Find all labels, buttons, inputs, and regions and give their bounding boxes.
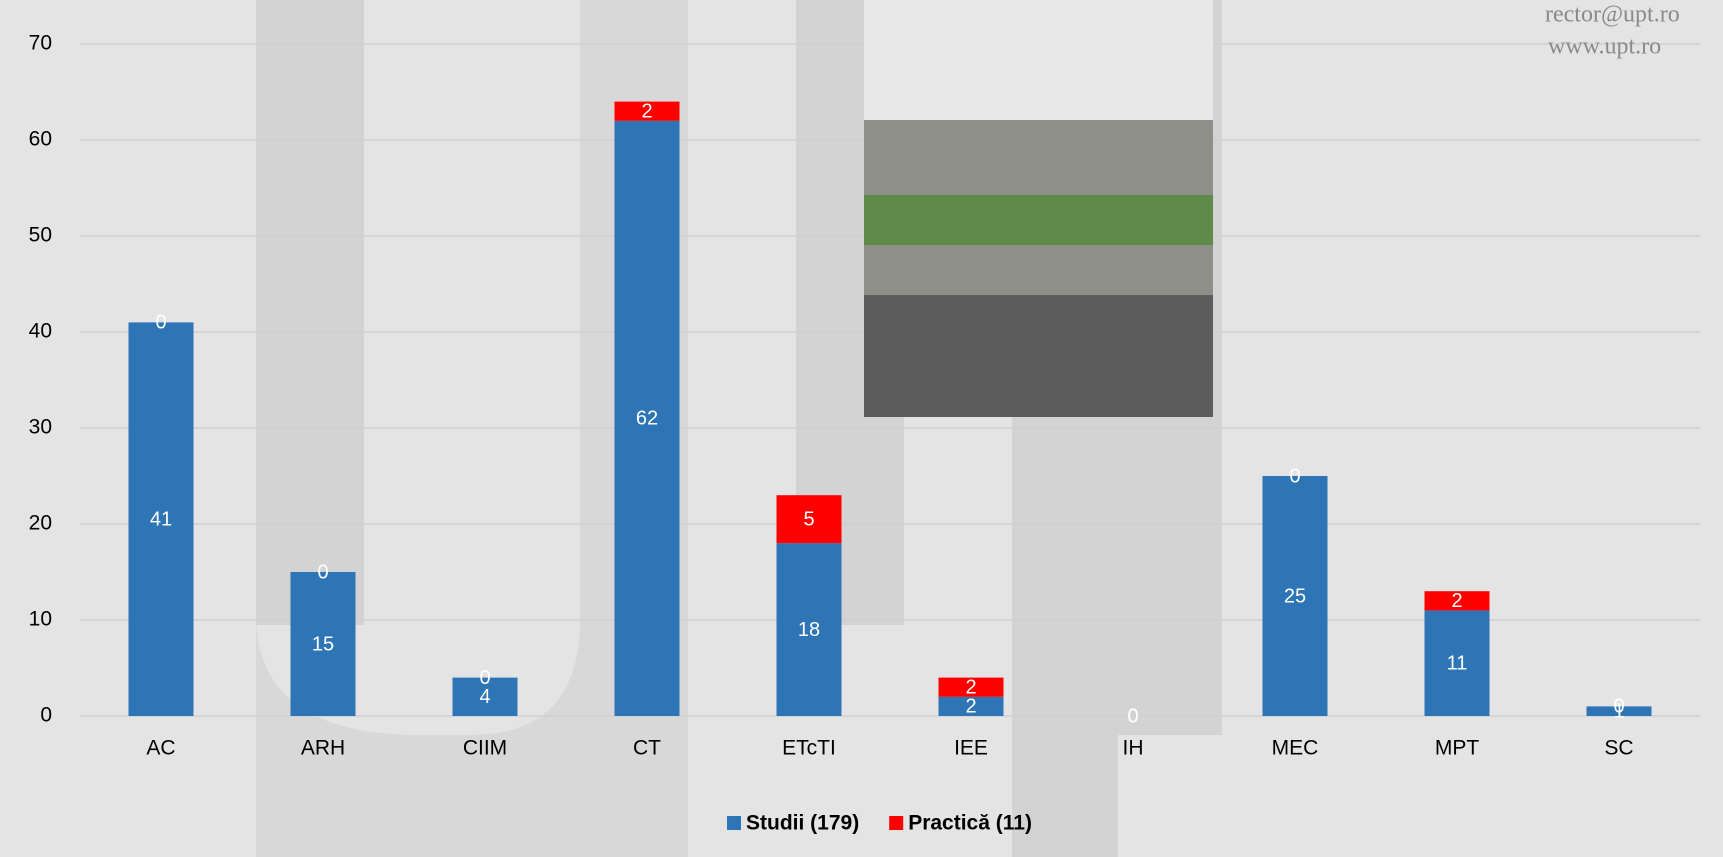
watermark-text: www.upt.ro — [1548, 34, 1661, 60]
data-label: 15 — [312, 633, 334, 655]
data-label: 4 — [479, 686, 490, 708]
legend: Studii (179) Practică (11) — [727, 812, 1032, 835]
legend-swatch — [889, 816, 904, 830]
x-tick-label: MEC — [1272, 737, 1319, 760]
bar-segment — [938, 696, 1004, 716]
y-tick-label: 0 — [40, 704, 52, 727]
bar-segment — [128, 322, 194, 716]
data-label: 25 — [1284, 585, 1306, 607]
x-tick-label: IEE — [954, 737, 988, 760]
bar-segment — [776, 495, 842, 544]
legend-label: Studii (179) — [746, 812, 859, 835]
bar-segment — [452, 677, 518, 716]
data-label: 2 — [641, 100, 652, 122]
data-label: 62 — [636, 408, 658, 430]
x-tick-label: SC — [1604, 737, 1633, 760]
x-tick-label: ETcTI — [782, 737, 836, 760]
data-label: 18 — [798, 619, 820, 641]
data-label: 2 — [965, 676, 976, 698]
data-label: 11 — [1447, 652, 1468, 674]
legend-swatch — [727, 816, 741, 830]
data-label: 2 — [965, 696, 976, 718]
y-tick-label: 30 — [29, 416, 52, 439]
data-label: 0 — [1127, 705, 1138, 727]
x-tick-label: AC — [146, 737, 175, 760]
photo-grass — [864, 195, 1213, 245]
legend-label: Practică (11) — [908, 812, 1032, 835]
data-label: 2 — [1451, 590, 1462, 612]
data-label: 0 — [1127, 705, 1138, 727]
data-label: 0 — [317, 561, 328, 583]
data-label: 0 — [479, 667, 490, 689]
data-label: 0 — [1289, 465, 1300, 487]
y-tick-label: 70 — [29, 32, 52, 55]
watermark-text: rector@upt.ro — [1545, 2, 1680, 28]
data-label: 5 — [803, 508, 814, 530]
bar-segment — [614, 101, 680, 121]
data-label: 0 — [155, 312, 166, 334]
x-tick-label: CT — [633, 737, 661, 760]
y-tick-label: 50 — [29, 224, 52, 247]
data-label: 0 — [1613, 696, 1624, 718]
x-tick-label: ARH — [301, 737, 345, 760]
bar-segment — [1424, 610, 1490, 716]
y-tick-label: 60 — [29, 128, 52, 151]
bar-segment — [614, 120, 680, 717]
data-label: 41 — [150, 508, 172, 530]
y-tick-label: 40 — [29, 320, 52, 343]
bar-segment — [1262, 476, 1328, 716]
bar-segment — [290, 572, 356, 716]
x-tick-label: IH — [1123, 737, 1144, 760]
x-tick-label: CIIM — [463, 737, 507, 760]
data-label: 1 — [1613, 700, 1624, 722]
bar-segment — [776, 543, 842, 716]
bar-segment — [1586, 706, 1652, 716]
bar-segment — [1424, 591, 1490, 611]
photo-sky — [864, 0, 1213, 120]
x-tick-label: MPT — [1435, 737, 1480, 760]
y-tick-label: 20 — [29, 512, 52, 535]
y-tick-label: 10 — [29, 608, 52, 631]
bar-segment — [938, 677, 1004, 697]
photo-ground — [864, 295, 1213, 417]
